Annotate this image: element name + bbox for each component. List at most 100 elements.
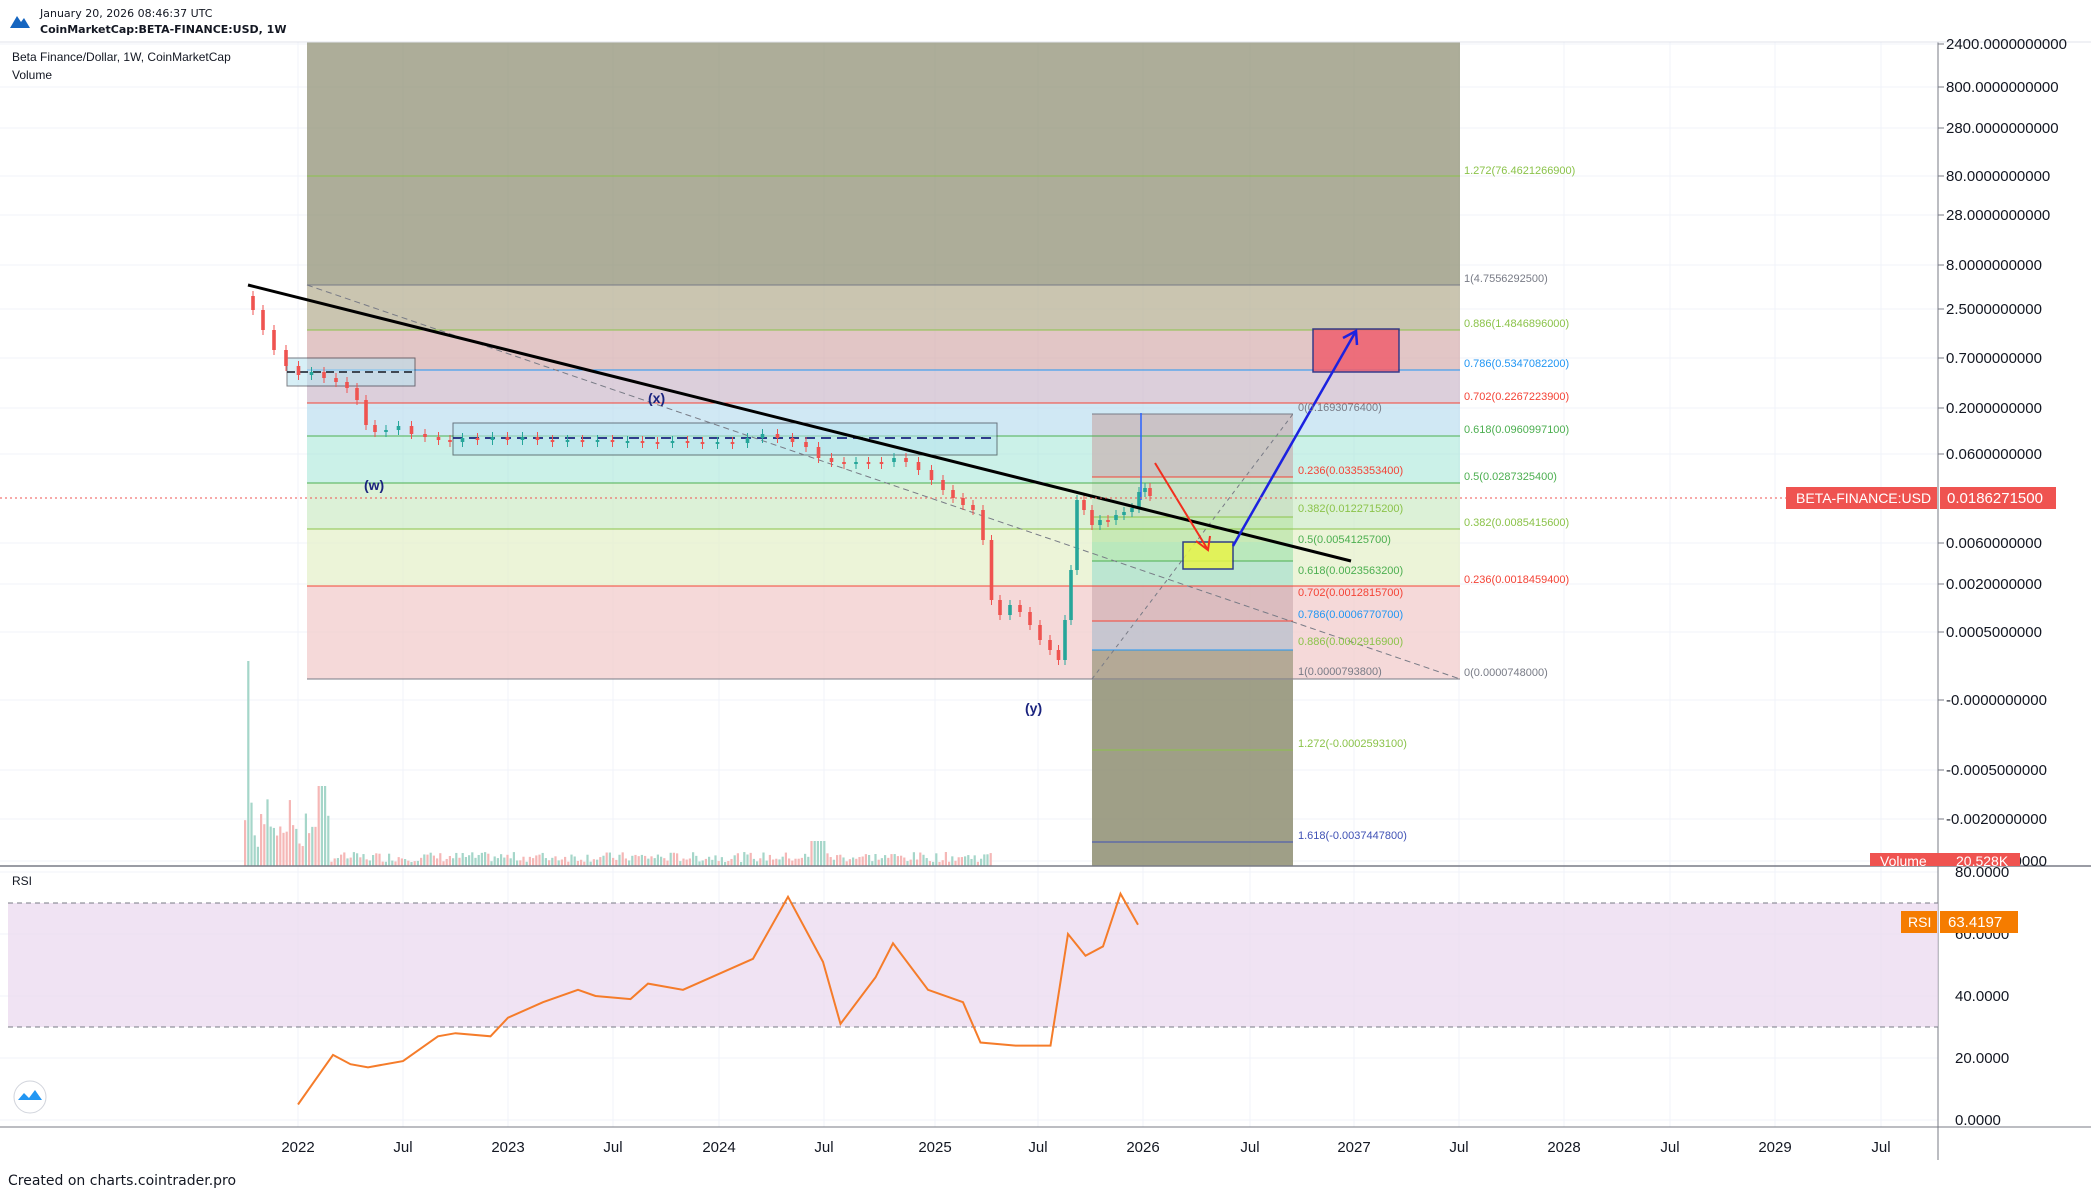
volume-bar [663,858,666,866]
candle [854,462,858,464]
volume-bar [896,856,899,866]
volume-bar [506,854,509,866]
volume-bar [871,861,874,866]
time-axis: 2022 Jul 2023 Jul 2024 Jul 2025 Jul 2026 Jul 2027 J… [281,1139,1890,1156]
volume-bar [848,859,851,866]
time-axis-tick: Jul [603,1139,622,1156]
candle [804,442,808,447]
volume-bar [861,856,864,866]
candle [961,498,965,505]
volume-bar [602,855,605,866]
candle [322,372,326,378]
volume-bar [279,826,282,866]
volume-bar [605,852,608,866]
volume-bar [720,857,723,866]
fib-label: 0.382(0.0122715200) [1298,503,1403,515]
blue-arrow [1231,330,1358,547]
volume-bar [503,857,506,866]
volume-bar [874,854,877,866]
candle [580,440,585,442]
volume-bar [743,852,746,866]
volume-bar [429,852,432,866]
price-axis-tick: 280.0000000000 [1946,120,2059,137]
candle [700,442,705,444]
volume-bar [464,857,467,866]
candle [790,438,795,442]
time-axis-tick: 2025 [918,1139,951,1156]
volume-bar [730,858,733,866]
volume-bar [842,857,845,866]
candle [364,400,368,425]
volume-bar [615,859,618,866]
rsi-tag-value-box [1940,911,2018,933]
wave-label-w: (w) [364,477,384,493]
candle [775,434,780,438]
candle [816,447,821,458]
app-logo-icon [10,16,30,28]
candle [829,458,834,462]
volume-bar [352,852,355,866]
price-axis-tick: 28.0000000000 [1946,207,2050,224]
volume-bar [288,800,291,866]
volume-bar [724,861,727,866]
volume-bar [778,859,781,866]
candle [1008,605,1012,615]
volume-bar [244,820,247,866]
volume-bar [548,860,551,866]
volume-bar [375,853,378,866]
volume-bar [452,858,455,866]
volume-bar [759,858,762,866]
volume-bar [282,832,285,866]
volume-bar [957,857,960,866]
volume-bar [423,854,426,866]
candle [1048,640,1052,650]
header-symbol: CoinMarketCap:BETA-FINANCE:USD, 1W [40,23,287,36]
volume-bar [525,861,528,866]
volume-bar [372,855,375,866]
volume-bar [276,835,279,866]
volume-bar [692,852,695,866]
volume-bar [660,856,663,866]
volume-bar [970,858,973,866]
volume-bar [864,854,867,866]
volume-bar [500,854,503,866]
fib-label: 0.786(0.0006770700) [1298,609,1403,621]
volume-bar [935,853,938,866]
candle [550,440,555,442]
volume-bar [717,861,720,866]
red-arrow [1154,462,1209,551]
volume-bar [570,854,573,866]
rsi-axis-tick: 40.0000 [1955,988,2009,1005]
volume-bar [781,856,784,866]
volume-bar [768,854,771,866]
volume-bar [765,860,768,866]
volume-bar [666,860,669,866]
volume-bar [516,860,519,866]
cointrader-logo-icon[interactable] [13,1080,47,1114]
candle [334,378,338,382]
volume-bar [804,853,807,866]
volume-bar [256,846,259,866]
volume-bar [260,814,263,866]
candle [1075,500,1079,570]
rsi-tag-label: RSI [1908,914,1931,930]
volume-bar [544,858,547,866]
candle [1056,650,1061,660]
candle [1122,512,1126,515]
volume-bar [736,853,739,866]
rsi-band [8,903,1938,1027]
volume-bar [749,852,752,866]
rsi-tag-label-box [1901,911,1937,933]
volume-bar [320,786,323,866]
volume-bar [426,854,429,866]
volume-bar [756,861,759,866]
volume-bar [324,786,327,866]
volume-bar [292,825,295,866]
candle [866,462,871,464]
fib-labels-mid: 0(0.1693076400) 0.236(0.0335353400) 0.38… [1298,402,1407,842]
price-axis-tick: 0.7000000000 [1946,350,2042,367]
volume-bar [560,859,563,866]
volume-bar [346,858,349,866]
volume-bar [266,799,269,866]
candle [971,505,975,510]
